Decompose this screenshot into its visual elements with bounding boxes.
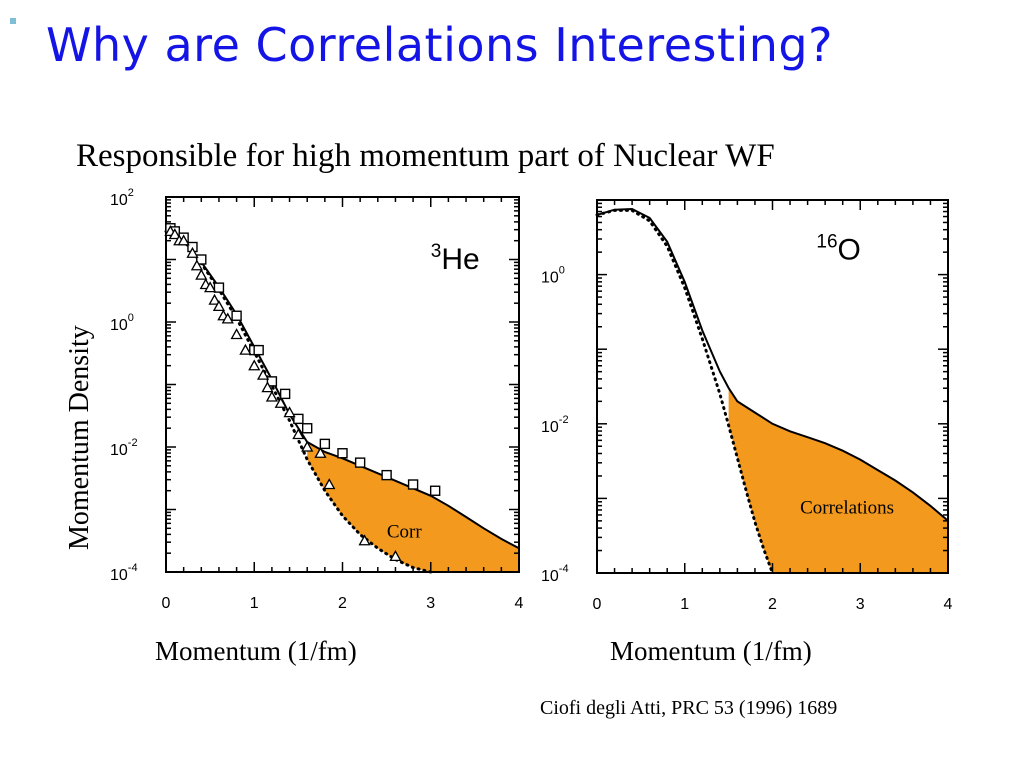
y-tick-label: 10-2 — [541, 414, 569, 436]
y-tick-label: 10-4 — [110, 562, 138, 584]
x-tick-label: 3 — [426, 595, 435, 612]
x-axis-label-o16: Momentum (1/fm) — [610, 636, 812, 666]
data-point-square — [196, 254, 207, 265]
slide-subtitle: Responsible for high momentum part of Nu… — [76, 138, 775, 174]
x-axis-label-he3: Momentum (1/fm) — [155, 636, 357, 666]
data-point-square — [354, 457, 366, 468]
data-point-triangle — [177, 234, 190, 246]
data-point-square — [337, 448, 348, 459]
x-tick-label: 4 — [944, 596, 953, 613]
data-point-triangle — [212, 300, 226, 312]
data-point-triangle — [168, 228, 181, 240]
slide-title: Why are Correlations Interesting? — [46, 18, 834, 72]
data-point-triangle — [190, 259, 203, 271]
data-point-triangle — [186, 246, 199, 258]
data-point-square — [253, 344, 264, 356]
correlation-label: Correlations — [800, 497, 894, 518]
data-point-square — [407, 479, 419, 490]
data-point-triangle — [195, 268, 208, 280]
correlation-label: Corr — [387, 522, 423, 543]
x-tick-label: 4 — [515, 595, 524, 612]
x-tick-label: 0 — [162, 595, 171, 612]
data-point-triangle — [261, 381, 274, 393]
data-point-triangle — [358, 534, 371, 546]
data-point-square — [319, 438, 331, 450]
nucleus-label: 16O — [816, 232, 860, 267]
data-point-triangle — [265, 390, 279, 402]
y-tick-label: 100 — [110, 312, 134, 334]
data-point-square — [213, 282, 225, 293]
correlation-fill — [728, 387, 948, 573]
y-tick-label: 100 — [541, 265, 565, 287]
y-tick-label: 10-2 — [110, 437, 138, 459]
data-point-square — [293, 413, 304, 425]
x-tick-label: 2 — [768, 596, 777, 613]
x-tick-label: 2 — [338, 595, 347, 612]
correlation-fill — [307, 442, 519, 572]
x-tick-label: 1 — [680, 596, 689, 613]
nucleus-label: 3He — [431, 241, 480, 276]
data-point-triangle — [283, 406, 296, 418]
solid-curve — [596, 207, 949, 522]
data-point-triangle — [292, 428, 305, 440]
data-point-triangle — [204, 281, 217, 293]
dotted-curve — [164, 229, 433, 574]
data-point-triangle — [221, 312, 234, 324]
data-point-square — [266, 376, 278, 387]
data-point-square — [302, 423, 313, 434]
y-tick-label: 10-4 — [541, 563, 569, 585]
x-tick-label: 3 — [856, 596, 865, 613]
data-point-triangle — [274, 396, 287, 408]
data-point-triangle — [301, 440, 314, 452]
data-point-triangle — [389, 550, 402, 562]
data-point-triangle — [323, 478, 336, 490]
slide-bullet — [10, 18, 16, 24]
data-point-square — [231, 310, 242, 321]
x-tick-label: 0 — [593, 596, 602, 613]
dotted-curve — [595, 208, 774, 575]
data-point-square — [381, 469, 392, 481]
chart-he3: 0 1 2 3 4 102 100 10-2 10-4 3He Corr — [110, 187, 524, 612]
chart-o16: 0 1 2 3 4 100 10-2 10-4 16O Correlations — [541, 199, 953, 613]
data-point-triangle — [230, 328, 243, 340]
data-point-triangle — [248, 359, 261, 371]
data-point-triangle — [314, 446, 327, 458]
data-point-square — [279, 388, 291, 400]
data-point-triangle — [208, 293, 221, 305]
x-tick-label: 1 — [250, 595, 259, 612]
citation: Ciofi degli Atti, PRC 53 (1996) 1689 — [540, 697, 838, 719]
data-point-triangle — [239, 343, 252, 355]
data-point-square — [429, 485, 441, 496]
y-tick-label: 102 — [110, 187, 134, 209]
data-point-triangle — [256, 368, 270, 380]
